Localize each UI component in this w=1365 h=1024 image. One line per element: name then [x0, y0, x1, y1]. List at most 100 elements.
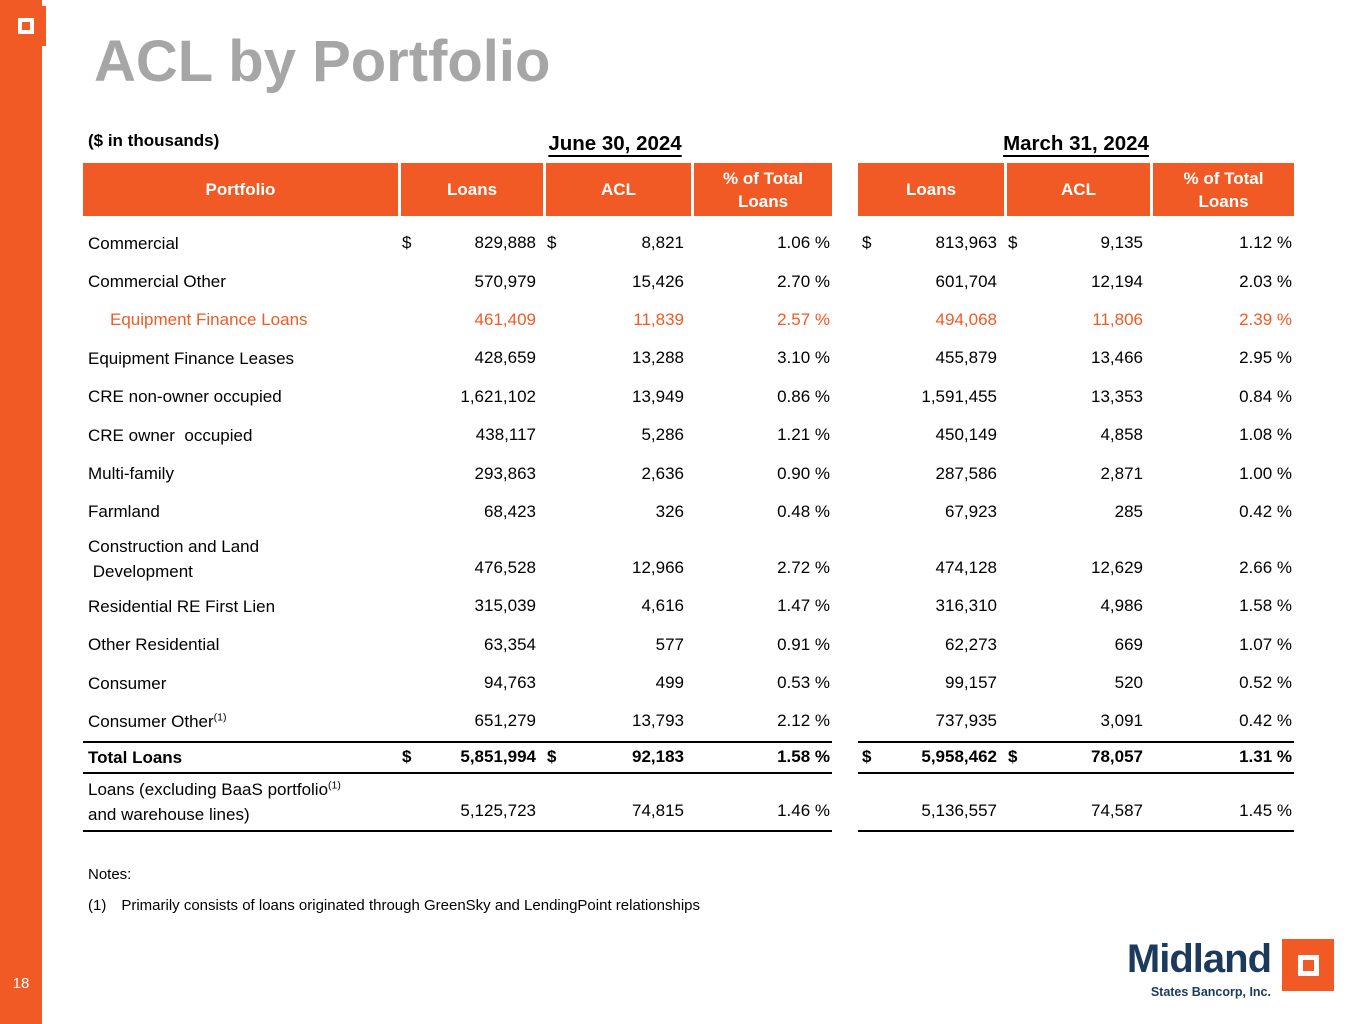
footnote-ref: (1)	[213, 711, 227, 724]
period-header-row: June 30, 2024 March 31, 2024	[83, 116, 1294, 163]
table-row: Commercial Other 570,979 15,426 2.70 % 601,7…	[83, 262, 1294, 300]
col-header-loans-june: Loans	[398, 163, 543, 216]
march-pct-value: 1.45 %	[1150, 774, 1294, 832]
june-pct-value: 1.46 %	[691, 774, 832, 832]
march-loans-value: 62,273	[945, 634, 997, 654]
june-acl-value: 13,949	[632, 386, 684, 406]
table-row: Multi-family 293,863 2,636 0.90 % 287,586 2,8…	[83, 454, 1294, 492]
march-pct-value: 0.84 %	[1239, 386, 1292, 406]
june-acl-value: 74,815	[543, 774, 691, 832]
slide-title: ACL by Portfolio	[94, 29, 551, 94]
acl-by-portfolio-table: June 30, 2024 March 31, 2024 Portfolio L…	[83, 116, 1294, 832]
note-1-marker: (1)	[88, 897, 107, 914]
row-label: Residential RE First Lien	[88, 596, 276, 616]
march-loans-value: 450,149	[935, 425, 997, 445]
dollar-sign: $	[547, 233, 557, 253]
june-pct-value: 1.21 %	[777, 425, 830, 445]
dollar-sign: $	[402, 233, 412, 253]
march-pct-value: 1.00 %	[1239, 463, 1292, 483]
column-gap	[832, 493, 858, 531]
june-acl-value: $8,821	[547, 233, 684, 253]
june-pct-value: 3.10 %	[777, 348, 830, 368]
june-loans-value: $829,888	[402, 233, 536, 253]
june-acl-value: 12,966	[632, 558, 684, 578]
march-pct-value: 2.39 %	[1239, 309, 1292, 329]
june-pct-value: 1.06 %	[777, 233, 830, 253]
row-label: Total Loans	[83, 740, 398, 774]
june-pct-value: 2.12 %	[777, 711, 830, 731]
march-loans-value: $813,963	[862, 233, 997, 253]
june-loans-value: 293,863	[474, 463, 536, 483]
june-acl-value: 499	[655, 673, 684, 693]
table-header-row: Portfolio Loans ACL % of Total Loans Loa…	[83, 163, 1294, 216]
column-gap	[832, 702, 858, 740]
row-label: Consumer	[88, 673, 167, 693]
march-loans-value: 474,128	[935, 558, 997, 578]
brand-mark-inner-square	[18, 18, 34, 34]
march-acl-value: 3,091	[1100, 711, 1143, 731]
col-header-portfolio: Portfolio	[83, 163, 398, 216]
brand-mark-icon	[6, 6, 46, 46]
row-label: Loans (excluding BaaS portfolio(1) and wa…	[83, 774, 398, 832]
june-acl-value: 13,793	[632, 711, 684, 731]
column-gap	[832, 774, 858, 832]
june-acl-value: 15,426	[632, 271, 684, 291]
row-label: Construction and Land Development	[88, 537, 260, 582]
june-pct-value: 2.57 %	[777, 309, 830, 329]
march-acl-value: 4,986	[1100, 596, 1143, 616]
june-acl-value: 11,839	[633, 309, 684, 329]
column-gap	[832, 626, 858, 664]
march-loans-value: 67,923	[945, 501, 997, 521]
march-pct-value: 1.12 %	[1239, 233, 1292, 253]
march-pct-value: 2.66 %	[1239, 558, 1292, 578]
march-loans-value: 455,879	[935, 348, 997, 368]
june-pct-value: 0.48 %	[777, 501, 830, 521]
column-gap	[832, 262, 858, 300]
col-header-acl-march: ACL	[1004, 163, 1150, 216]
june-loans-value: 570,979	[474, 271, 536, 291]
column-gap	[832, 454, 858, 492]
june-loans-value: 651,279	[474, 711, 536, 731]
row-label: Equipment Finance Loans	[110, 310, 308, 330]
march-acl-value: $78,057	[1004, 740, 1150, 774]
table-body: Commercial $829,888 $8,821 1.06 % $813,963 $9…	[83, 224, 1294, 832]
march-pct-value: 1.08 %	[1239, 425, 1292, 445]
june-loans-value: 438,117	[475, 425, 536, 445]
table-row: Farmland 68,423 326 0.48 % 67,923 285 0.42 %	[83, 493, 1294, 531]
june-pct-value: 0.91 %	[777, 634, 830, 654]
june-loans-value: 461,409	[474, 309, 536, 329]
row-label: Farmland	[88, 502, 160, 522]
dollar-sign: $	[862, 233, 872, 253]
june-loans-value: 476,528	[474, 558, 536, 578]
brand-name: Midland	[1126, 937, 1272, 981]
dollar-sign: $	[402, 747, 412, 767]
march-pct-value: 1.58 %	[1239, 596, 1292, 616]
column-gap	[832, 531, 858, 587]
march-acl-value: 2,871	[1100, 463, 1143, 483]
march-loans-value: 316,310	[935, 596, 997, 616]
dollar-sign: $	[1008, 233, 1018, 253]
march-acl-value: 4,858	[1100, 425, 1143, 445]
june-acl-value: 5,286	[641, 425, 684, 445]
row-label: CRE non-owner occupied	[88, 387, 282, 407]
march-loans-value: 737,935	[935, 711, 997, 731]
col-header-pct-march: % of Total Loans	[1150, 163, 1294, 216]
june-loans-value: 94,763	[484, 673, 536, 693]
march-pct-value: 2.95 %	[1239, 348, 1292, 368]
brand-text: Midland States Bancorp, Inc.	[1126, 937, 1272, 999]
march-loans-value: 1,591,455	[921, 386, 997, 406]
table-row: Other Residential 63,354 577 0.91 % 62,273 66…	[83, 626, 1294, 664]
march-acl-value: 11,806	[1092, 309, 1143, 329]
notes-heading: Notes:	[88, 866, 132, 883]
units-label: ($ in thousands)	[88, 131, 220, 150]
brand-logo: Midland States Bancorp, Inc.	[1127, 939, 1334, 999]
june-loans-value: 1,621,102	[460, 386, 536, 406]
note-1: (1) Primarily consists of loans originat…	[88, 898, 700, 914]
june-loans-value: 63,354	[484, 634, 536, 654]
column-gap	[832, 664, 858, 702]
june-pct-value: 0.86 %	[777, 386, 830, 406]
table-row: Equipment Finance Leases 428,659 13,288 3.1…	[83, 339, 1294, 377]
march-loans-value: $5,958,462	[858, 740, 1004, 774]
row-label: Consumer Other(1)	[88, 711, 227, 731]
march-acl-value: 669	[1114, 634, 1143, 654]
